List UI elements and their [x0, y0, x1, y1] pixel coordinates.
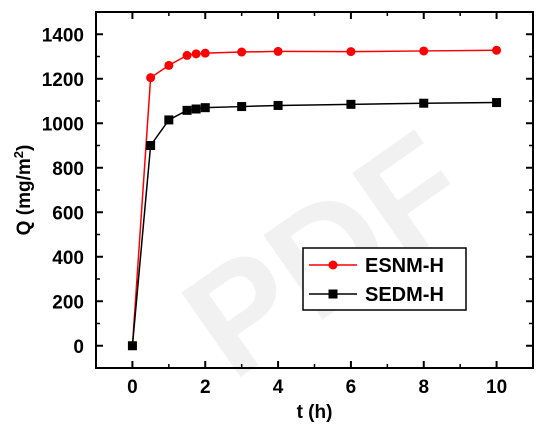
y-axis-label-sup: 2 [11, 151, 26, 158]
data-point [419, 46, 429, 56]
axis-ticks: 0 2 4 6 8 10 0 200 400 600 800 1000 1200 1400 [42, 11, 534, 398]
data-point [237, 47, 247, 57]
data-point [182, 105, 192, 115]
data-point [191, 49, 201, 59]
legend-box [302, 247, 467, 311]
x-tick-label: 0 [127, 377, 138, 398]
data-point [492, 45, 502, 55]
data-point [146, 141, 156, 150]
y-tick-label: 0 [73, 337, 84, 358]
data-point [346, 99, 356, 109]
y-axis-label: Q (mg/m2) [11, 145, 36, 236]
data-point [200, 48, 210, 58]
x-tick-label: 10 [486, 377, 507, 398]
y-tick-label: 1200 [42, 70, 84, 91]
legend-label: SEDM-H [365, 284, 444, 306]
y-tick-label: 800 [52, 159, 84, 180]
x-tick-label: 8 [418, 377, 429, 398]
y-axis-label-end: ) [14, 145, 35, 151]
x-tick-label: 2 [200, 377, 211, 398]
y-tick-label: 200 [52, 292, 84, 313]
data-point [127, 341, 137, 351]
series-sedm-h [127, 98, 502, 351]
legend-marker [328, 260, 338, 270]
x-axis-label: t (h) [297, 402, 333, 423]
series-layer [127, 45, 502, 351]
y-tick-label: 1000 [42, 114, 84, 135]
x-tick-label: 4 [273, 377, 284, 398]
legend-marker [328, 289, 338, 299]
data-point [182, 50, 192, 60]
series-esnm-h [127, 45, 502, 351]
y-tick-label: 400 [52, 248, 84, 269]
data-point [492, 98, 502, 108]
data-point [419, 98, 429, 108]
data-point [191, 104, 201, 114]
data-point [237, 102, 247, 112]
data-point [146, 73, 156, 83]
x-tick-label: 6 [346, 377, 357, 398]
data-point [164, 60, 174, 70]
data-point [273, 100, 283, 110]
data-point [164, 115, 174, 125]
data-point [346, 47, 356, 57]
data-point [200, 103, 210, 113]
legend-label: ESNM-H [365, 255, 444, 277]
y-tick-label: 1400 [42, 25, 84, 46]
y-tick-label: 600 [52, 203, 84, 224]
legend: ESNM-H SEDM-H [302, 247, 467, 311]
y-axis-label-main: Q (mg/m [14, 158, 35, 235]
data-point [273, 46, 283, 56]
